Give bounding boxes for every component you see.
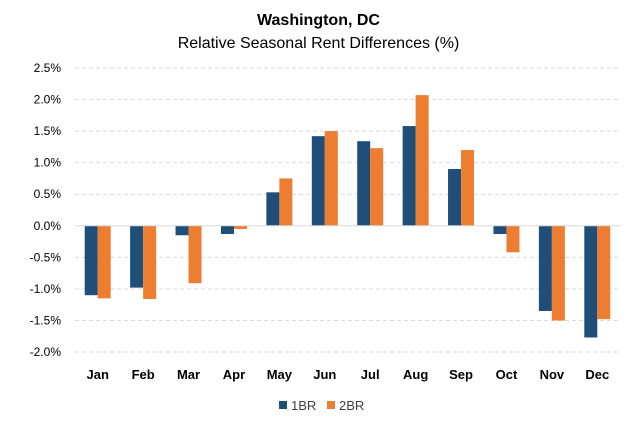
bar-1br-mar [175, 225, 189, 236]
bar-2br-aug [415, 95, 429, 226]
x-tick-label: May [267, 367, 293, 382]
bar-2br-oct [506, 225, 520, 253]
x-tick-label: Dec [585, 367, 609, 382]
bar-2br-sep [461, 150, 475, 226]
y-tick-label: 2.5% [34, 61, 62, 75]
y-tick-label: -2.0% [30, 345, 62, 359]
x-axis-ticks: Jan Feb Mar Apr May Jun Jul Aug Sep Oct Nov Dec [87, 367, 610, 382]
y-tick-label: 0.5% [34, 187, 62, 201]
y-tick-label: 2.0% [34, 93, 62, 107]
y-tick-label: 1.0% [34, 156, 62, 170]
bar-1br-oct [493, 225, 507, 234]
bar-1br-nov [538, 225, 552, 311]
legend-label-2br: 2BR [339, 398, 364, 413]
bar-1br-jul [357, 141, 371, 226]
y-tick-label: -1.0% [30, 282, 62, 296]
bar-2br-jul [370, 148, 384, 226]
y-tick-label: 0.0% [34, 219, 62, 233]
bar-1br-aug [402, 126, 416, 226]
bar-2br-may [279, 178, 293, 226]
x-tick-label: Oct [496, 367, 518, 382]
x-tick-label: Jun [313, 367, 336, 382]
x-tick-label: Sep [449, 367, 473, 382]
chart-title: Washington, DC [257, 12, 380, 29]
chart-subtitle: Relative Seasonal Rent Differences (%) [177, 35, 460, 52]
bar-1br-feb [130, 225, 144, 288]
bar-1br-jun [311, 136, 325, 226]
legend-label-1br: 1BR [291, 398, 316, 413]
bar-2br-jun [324, 131, 338, 226]
x-tick-label: Mar [177, 367, 200, 382]
bar-2br-mar [188, 225, 202, 284]
y-tick-label: 1.5% [34, 124, 62, 138]
x-tick-label: Nov [540, 367, 565, 382]
bar-2br-feb [143, 225, 157, 299]
x-tick-label: Apr [223, 367, 245, 382]
x-tick-label: Feb [132, 367, 155, 382]
y-tick-label: -1.5% [30, 313, 62, 327]
bar-1br-dec [584, 225, 598, 338]
bar-2br-apr [233, 225, 247, 229]
bar-1br-apr [220, 225, 234, 234]
bar-1br-jan [84, 225, 98, 296]
y-axis-ticks: 2.5% 2.0% 1.5% 1.0% 0.5% 0.0% -0.5% -1.0% -1.5% -… [30, 61, 62, 359]
y-tick-label: -0.5% [30, 250, 62, 264]
x-tick-label: Jan [87, 367, 109, 382]
legend: 1BR 2BR [279, 398, 364, 413]
bar-1br-sep [448, 168, 462, 226]
bar-2br-jan [97, 225, 111, 299]
legend-swatch-1br [279, 401, 287, 409]
bars [84, 95, 611, 338]
bar-2br-dec [597, 225, 611, 320]
gridlines [75, 67, 620, 353]
bar-2br-nov [551, 225, 565, 321]
legend-swatch-2br [327, 401, 335, 409]
x-tick-label: Jul [361, 367, 380, 382]
bar-1br-may [266, 192, 280, 226]
x-tick-label: Aug [403, 367, 428, 382]
